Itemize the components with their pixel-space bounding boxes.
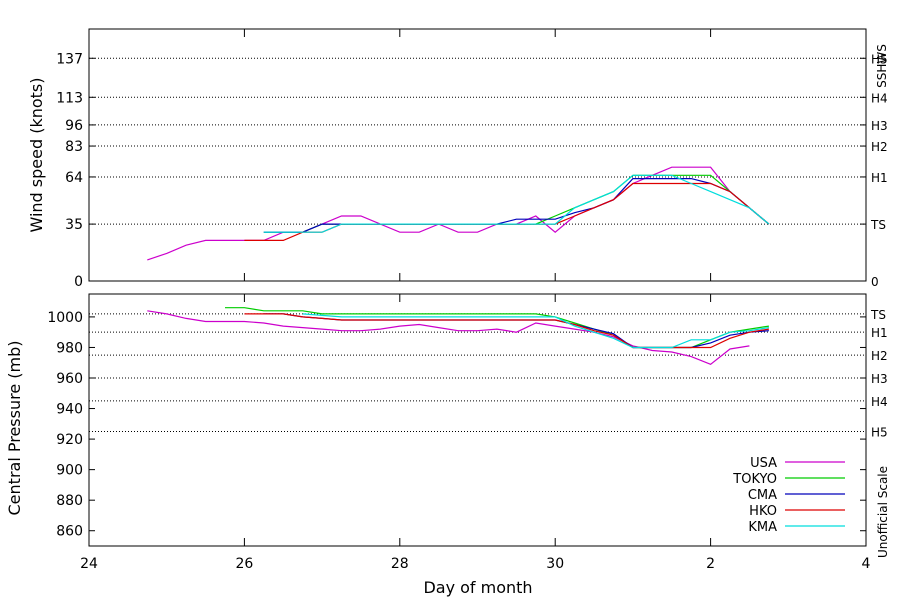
wind-right-label: SSHWS: [875, 44, 889, 88]
x-tick-label: 30: [546, 556, 564, 572]
x-tick-label: 4: [862, 556, 871, 572]
pressure-y-tick-label: 940: [56, 402, 83, 418]
wind-level-label: H3: [871, 119, 888, 133]
wind-level-label: H4: [871, 91, 888, 105]
pressure-y-tick-label: 920: [56, 432, 83, 448]
wind-grid: 0 35 64 83 96 113 137 0 TS H1 H2 H3 H4 H5: [56, 29, 888, 290]
wind-y-tick-label: 0: [74, 274, 83, 290]
pressure-panel-frame: [88, 293, 867, 547]
x-tick-label: 24: [80, 556, 98, 572]
legend-label-usa: USA: [750, 456, 777, 471]
pressure-right-label: Unofficial Scale: [876, 466, 890, 558]
wind-series-kma: [263, 174, 770, 233]
pressure-series-usa: [147, 310, 750, 365]
pressure-y-tick-label: 980: [56, 340, 83, 356]
pressure-series-kma: [302, 313, 769, 349]
pressure-y-tick-label: 960: [56, 371, 83, 387]
wind-y-tick-label: 83: [65, 139, 83, 155]
pressure-y-axis-title: Central Pressure (mb): [5, 341, 24, 516]
wind-level-label: 0: [871, 275, 879, 289]
x-axis: 24 26 28 30 2 4: [80, 556, 870, 572]
wind-series-usa: [147, 166, 770, 261]
legend-label-hko: HKO: [749, 504, 777, 519]
pressure-y-tick-label: 900: [56, 463, 83, 479]
pressure-series-group: [147, 307, 769, 365]
wind-y-tick-label: 64: [65, 170, 83, 186]
x-tick-label: 2: [706, 556, 715, 572]
wind-y-tick-label: 96: [65, 118, 83, 134]
pressure-y-tick-label: 860: [56, 524, 83, 540]
wind-y-tick-label: 137: [56, 51, 83, 67]
pressure-level-label: H2: [871, 349, 888, 363]
pressure-level-label: H5: [871, 425, 888, 439]
pressure-level-label: H1: [871, 326, 888, 340]
wind-y-tick-label: 35: [65, 217, 83, 233]
pressure-y-tick-label: 1000: [47, 310, 83, 326]
wind-level-label: H1: [871, 171, 888, 185]
legend-label-tokyo: TOKYO: [732, 472, 777, 487]
wind-series-group: [147, 166, 770, 261]
wind-panel-frame: [88, 28, 867, 282]
x-tick-label: 28: [391, 556, 409, 572]
x-tick-label: 26: [235, 556, 253, 572]
wind-y-axis-title: Wind speed (knots): [27, 77, 46, 232]
x-axis-title: Day of month: [423, 578, 532, 597]
pressure-level-label: H3: [871, 372, 888, 386]
wind-level-label: H2: [871, 140, 888, 154]
legend-label-cma: CMA: [748, 488, 777, 503]
pressure-level-label: TS: [870, 308, 886, 322]
pressure-series-hko: [244, 313, 769, 349]
legend-label-kma: KMA: [748, 520, 777, 535]
wind-level-label: H5: [871, 52, 888, 66]
pressure-grid: 860 880 900 920 940 960 980 1000 TS H1 H2 H3 H4 H5: [47, 294, 888, 546]
pressure-y-tick-label: 880: [56, 493, 83, 509]
wind-level-label: TS: [870, 218, 886, 232]
pressure-level-label: H4: [871, 395, 888, 409]
wind-y-tick-label: 113: [56, 90, 83, 106]
